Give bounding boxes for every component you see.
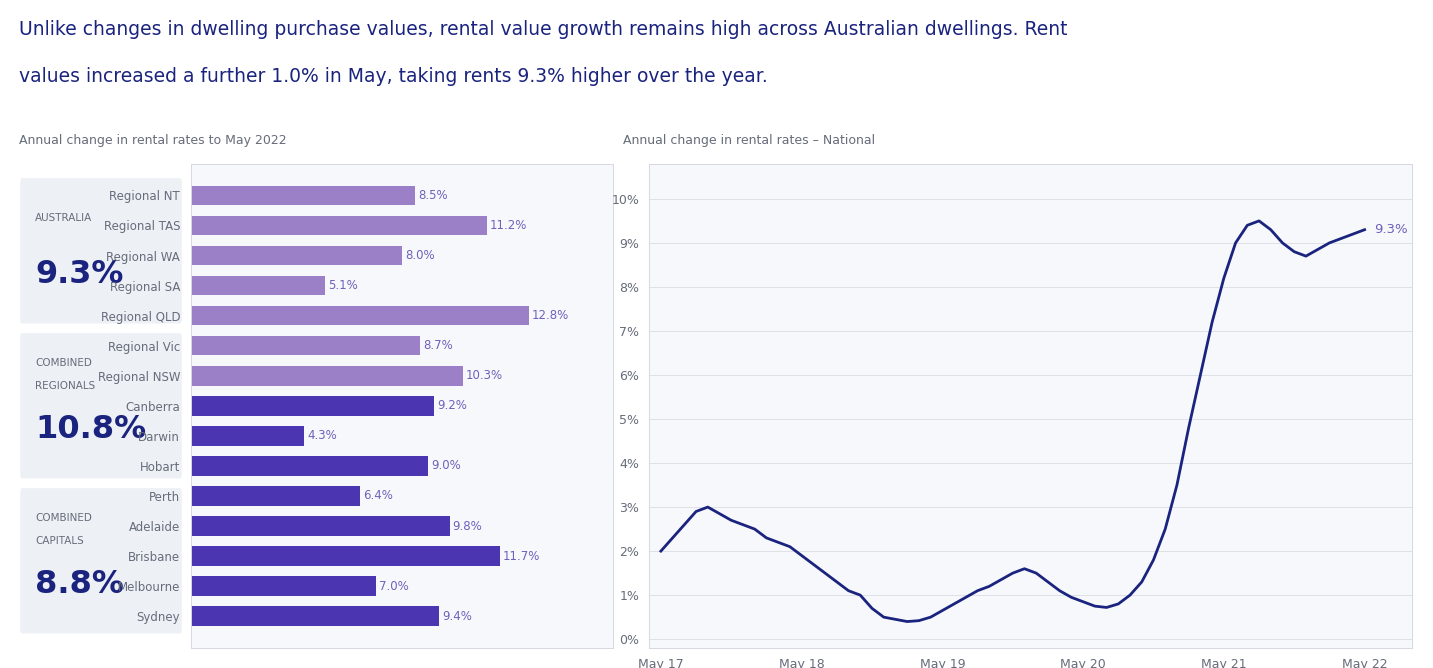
Bar (191, 306, 529, 325)
Text: 11.7%: 11.7% (503, 550, 540, 562)
FancyBboxPatch shape (20, 333, 182, 478)
Bar (191, 216, 486, 235)
Bar (191, 276, 325, 295)
Bar (191, 396, 434, 415)
Text: 9.3%: 9.3% (1374, 223, 1407, 236)
Bar (191, 426, 304, 446)
Text: 6.4%: 6.4% (363, 490, 393, 502)
Bar (191, 186, 416, 205)
Text: 8.5%: 8.5% (418, 189, 449, 202)
Text: 8.0%: 8.0% (406, 249, 434, 262)
Text: 9.8%: 9.8% (453, 520, 483, 532)
Text: 9.0%: 9.0% (431, 460, 461, 472)
Bar (191, 486, 360, 506)
Text: 9.4%: 9.4% (443, 610, 471, 623)
Text: values increased a further 1.0% in May, taking rents 9.3% higher over the year.: values increased a further 1.0% in May, … (19, 67, 768, 86)
Bar (191, 366, 463, 385)
Text: 10.3%: 10.3% (466, 369, 503, 382)
Text: 9.3%: 9.3% (34, 259, 123, 290)
Bar (191, 516, 450, 536)
Text: 8.8%: 8.8% (34, 569, 125, 600)
Text: 5.1%: 5.1% (328, 279, 358, 292)
Text: REGIONALS: REGIONALS (34, 381, 96, 391)
Bar (191, 456, 428, 476)
Text: 9.2%: 9.2% (437, 399, 467, 412)
Bar (191, 246, 401, 265)
Text: AUSTRALIA: AUSTRALIA (34, 213, 92, 223)
FancyBboxPatch shape (20, 488, 182, 633)
Text: Annual change in rental rates – National: Annual change in rental rates – National (623, 134, 876, 146)
Text: Annual change in rental rates to May 2022: Annual change in rental rates to May 202… (19, 134, 287, 146)
FancyBboxPatch shape (20, 178, 182, 323)
Text: 4.3%: 4.3% (307, 430, 337, 442)
Bar (191, 607, 438, 626)
Bar (191, 576, 375, 596)
Text: CAPITALS: CAPITALS (34, 536, 85, 546)
Bar (191, 336, 420, 355)
Text: COMBINED: COMBINED (34, 513, 92, 523)
Text: COMBINED: COMBINED (34, 358, 92, 368)
Text: 12.8%: 12.8% (532, 309, 569, 322)
Text: 8.7%: 8.7% (424, 339, 453, 352)
Text: Unlike changes in dwelling purchase values, rental value growth remains high acr: Unlike changes in dwelling purchase valu… (19, 20, 1068, 39)
Text: 10.8%: 10.8% (34, 414, 146, 445)
Text: 7.0%: 7.0% (378, 580, 408, 593)
Bar (191, 546, 500, 566)
Text: 11.2%: 11.2% (490, 219, 527, 232)
